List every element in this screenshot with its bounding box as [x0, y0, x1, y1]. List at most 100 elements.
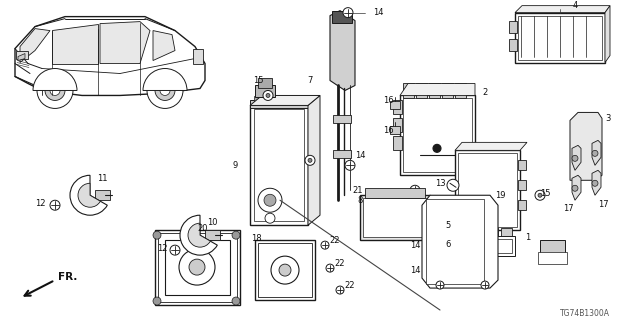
Bar — [205, 230, 220, 240]
Text: 21: 21 — [353, 186, 364, 195]
Polygon shape — [20, 28, 50, 62]
Bar — [255, 240, 315, 300]
Text: 5: 5 — [445, 221, 451, 230]
Bar — [455, 150, 520, 230]
Circle shape — [179, 249, 215, 285]
Circle shape — [50, 85, 60, 95]
Bar — [360, 195, 430, 240]
Circle shape — [153, 231, 161, 239]
Bar — [518, 16, 602, 60]
Circle shape — [264, 194, 276, 206]
Bar — [333, 150, 351, 158]
Bar — [458, 153, 517, 227]
Text: 17: 17 — [563, 204, 573, 213]
Bar — [250, 100, 308, 108]
Bar — [538, 252, 567, 264]
Bar — [258, 78, 272, 88]
Circle shape — [345, 160, 355, 170]
Wedge shape — [70, 175, 108, 215]
Polygon shape — [18, 53, 25, 60]
Polygon shape — [572, 145, 581, 170]
Circle shape — [258, 188, 282, 212]
Bar — [250, 105, 308, 225]
Text: 7: 7 — [307, 76, 313, 85]
Bar — [266, 96, 275, 102]
Text: 15: 15 — [253, 76, 263, 85]
Text: 13: 13 — [435, 179, 445, 188]
Bar — [333, 116, 351, 124]
Bar — [393, 136, 402, 150]
Circle shape — [433, 144, 441, 152]
Polygon shape — [592, 140, 601, 165]
Polygon shape — [400, 84, 475, 95]
Polygon shape — [100, 22, 150, 64]
Polygon shape — [592, 170, 601, 195]
Bar — [540, 240, 565, 255]
Circle shape — [271, 256, 299, 284]
Bar — [165, 240, 230, 295]
Text: 22: 22 — [330, 236, 340, 245]
Text: 8: 8 — [357, 196, 363, 205]
Polygon shape — [515, 6, 610, 12]
Text: 3: 3 — [605, 114, 611, 123]
Circle shape — [572, 185, 578, 191]
Polygon shape — [570, 112, 602, 180]
Polygon shape — [308, 95, 320, 225]
Text: 19: 19 — [495, 191, 505, 200]
Circle shape — [535, 190, 545, 200]
Bar — [460, 236, 515, 256]
Bar — [509, 39, 517, 51]
Bar — [403, 99, 472, 172]
Bar — [473, 228, 484, 238]
Circle shape — [170, 245, 180, 255]
Bar — [258, 243, 312, 297]
Polygon shape — [330, 11, 355, 91]
Polygon shape — [52, 24, 98, 64]
Bar — [515, 12, 605, 62]
Text: 17: 17 — [598, 200, 608, 209]
Bar — [393, 100, 402, 115]
Bar — [518, 200, 526, 210]
Text: 18: 18 — [251, 234, 261, 243]
Circle shape — [160, 85, 170, 95]
Bar — [393, 118, 402, 132]
Polygon shape — [250, 95, 320, 105]
Bar — [365, 188, 425, 198]
Wedge shape — [143, 68, 187, 91]
Text: 15: 15 — [540, 189, 550, 198]
Text: 16: 16 — [383, 96, 394, 105]
Circle shape — [592, 150, 598, 156]
Text: 20: 20 — [198, 224, 208, 233]
Circle shape — [481, 281, 489, 289]
Polygon shape — [15, 17, 205, 95]
Text: 14: 14 — [372, 8, 383, 17]
Bar — [158, 233, 237, 302]
Bar — [95, 190, 110, 200]
Circle shape — [147, 73, 183, 108]
Polygon shape — [605, 6, 610, 62]
Text: 14: 14 — [410, 266, 420, 275]
Text: 9: 9 — [232, 161, 237, 170]
Bar — [332, 11, 352, 23]
Circle shape — [343, 8, 353, 18]
Text: 6: 6 — [445, 240, 451, 249]
Polygon shape — [153, 31, 175, 60]
Bar — [255, 85, 275, 98]
Bar — [363, 198, 427, 237]
Polygon shape — [572, 175, 581, 200]
Bar — [463, 239, 512, 253]
Circle shape — [37, 73, 73, 108]
Circle shape — [321, 241, 329, 249]
Bar — [278, 96, 287, 102]
Bar — [290, 96, 299, 102]
Bar — [155, 230, 240, 305]
Circle shape — [592, 180, 598, 186]
Bar — [518, 180, 526, 190]
Circle shape — [232, 297, 240, 305]
Text: 14: 14 — [410, 241, 420, 250]
Bar — [429, 84, 440, 99]
Wedge shape — [33, 68, 77, 91]
Circle shape — [336, 286, 344, 294]
Circle shape — [572, 155, 578, 161]
Circle shape — [153, 297, 161, 305]
